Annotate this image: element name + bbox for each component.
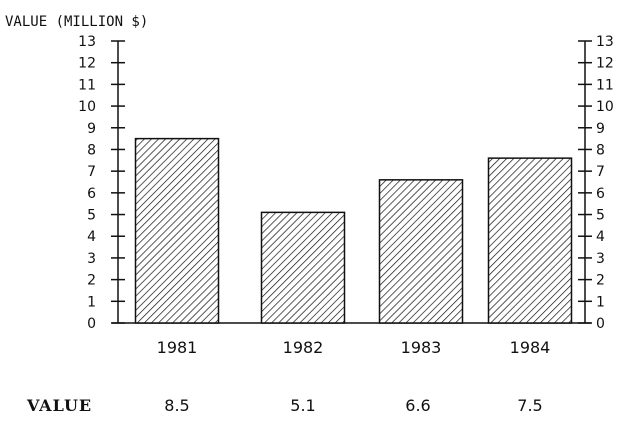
left-tick-label: 8 [87, 142, 96, 158]
left-tick-label: 10 [78, 99, 96, 115]
left-tick-label: 11 [78, 77, 96, 93]
value-row: 8.5 5.1 6.6 7.5 [164, 396, 542, 415]
right-tick-label: 5 [596, 208, 605, 224]
bar-group [134, 137, 573, 324]
y-axis-label: VALUE (MILLION $) [5, 14, 148, 30]
x-tick-label: 1982 [283, 338, 324, 357]
right-tick-label: 0 [596, 316, 605, 332]
right-tick-label: 11 [596, 77, 614, 93]
right-tick-label: 4 [596, 229, 605, 245]
right-tick-label: 9 [596, 121, 605, 137]
value-row-cell: 6.6 [405, 396, 430, 415]
value-row-label: VALUE [26, 396, 92, 415]
value-row-cell: 5.1 [290, 396, 315, 415]
left-tick-label: 13 [78, 34, 96, 50]
left-tick-label: 5 [87, 208, 96, 224]
bar-1981 [134, 137, 220, 324]
right-tick-label: 6 [596, 186, 605, 202]
right-tick-label: 10 [596, 99, 614, 115]
right-tick-label: 12 [596, 56, 614, 72]
right-tick-label: 3 [596, 251, 605, 267]
left-tick-label: 2 [87, 273, 96, 289]
left-tick-label: 1 [87, 294, 96, 310]
right-tick-label: 7 [596, 164, 605, 180]
value-row-cell: 8.5 [164, 396, 189, 415]
bar-1983 [378, 179, 464, 324]
bar-1982 [260, 211, 346, 324]
left-tick-label: 9 [87, 121, 96, 137]
right-tick-label: 1 [596, 294, 605, 310]
right-tick-label: 13 [596, 34, 614, 50]
category-label-group: 1981 1982 1983 1984 [157, 338, 551, 357]
x-tick-label: 1984 [510, 338, 551, 357]
left-tick-label: 6 [87, 186, 96, 202]
left-tick-label: 4 [87, 229, 96, 245]
left-tick-label: 0 [87, 316, 96, 332]
right-tick-label: 2 [596, 273, 605, 289]
left-tick-label: 3 [87, 251, 96, 267]
x-tick-label: 1983 [401, 338, 442, 357]
x-tick-label: 1981 [157, 338, 198, 357]
bar-1984 [487, 157, 573, 324]
left-tick-label: 12 [78, 56, 96, 72]
value-row-cell: 7.5 [517, 396, 542, 415]
right-tick-label: 8 [596, 142, 605, 158]
left-tick-label: 7 [87, 164, 96, 180]
